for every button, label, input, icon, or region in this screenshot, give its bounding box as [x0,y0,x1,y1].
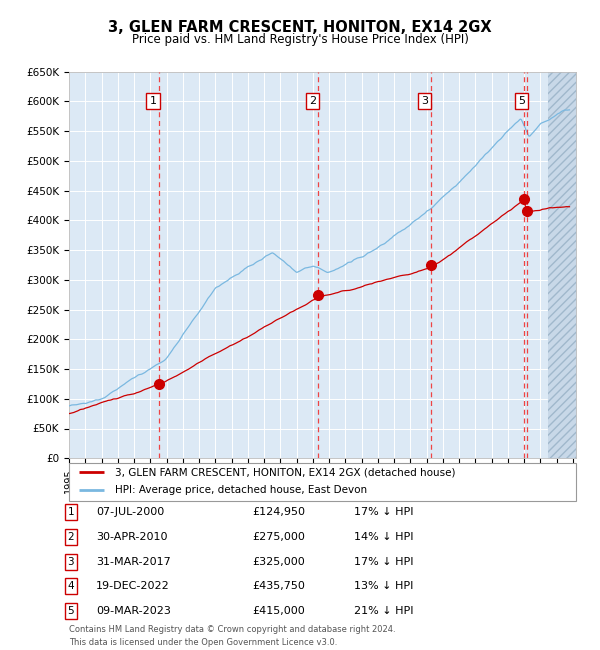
Text: 31-MAR-2017: 31-MAR-2017 [96,556,171,567]
Text: 1: 1 [67,507,74,517]
Text: £275,000: £275,000 [252,532,305,542]
Text: 5: 5 [67,606,74,616]
Text: 21% ↓ HPI: 21% ↓ HPI [354,606,413,616]
Text: 30-APR-2010: 30-APR-2010 [96,532,167,542]
Text: £435,750: £435,750 [252,581,305,592]
Text: £415,000: £415,000 [252,606,305,616]
Text: 3, GLEN FARM CRESCENT, HONITON, EX14 2GX (detached house): 3, GLEN FARM CRESCENT, HONITON, EX14 2GX… [115,467,455,477]
Text: HPI: Average price, detached house, East Devon: HPI: Average price, detached house, East… [115,485,367,495]
Text: 09-MAR-2023: 09-MAR-2023 [96,606,171,616]
Text: Contains HM Land Registry data © Crown copyright and database right 2024.
This d: Contains HM Land Registry data © Crown c… [69,625,395,647]
Text: 4: 4 [67,581,74,592]
Text: 14% ↓ HPI: 14% ↓ HPI [354,532,413,542]
Text: 17% ↓ HPI: 17% ↓ HPI [354,556,413,567]
Text: 19-DEC-2022: 19-DEC-2022 [96,581,170,592]
Text: 3: 3 [67,556,74,567]
Text: 2: 2 [67,532,74,542]
Text: 13% ↓ HPI: 13% ↓ HPI [354,581,413,592]
Text: 3: 3 [421,96,428,106]
Text: Price paid vs. HM Land Registry's House Price Index (HPI): Price paid vs. HM Land Registry's House … [131,32,469,46]
Text: 07-JUL-2000: 07-JUL-2000 [96,507,164,517]
Text: 2: 2 [309,96,316,106]
Text: 5: 5 [518,96,525,106]
FancyBboxPatch shape [69,463,576,500]
Text: 3, GLEN FARM CRESCENT, HONITON, EX14 2GX: 3, GLEN FARM CRESCENT, HONITON, EX14 2GX [108,20,492,34]
Text: 1: 1 [149,96,157,106]
Text: 17% ↓ HPI: 17% ↓ HPI [354,507,413,517]
Bar [548,72,576,458]
Text: £124,950: £124,950 [252,507,305,517]
Text: £325,000: £325,000 [252,556,305,567]
